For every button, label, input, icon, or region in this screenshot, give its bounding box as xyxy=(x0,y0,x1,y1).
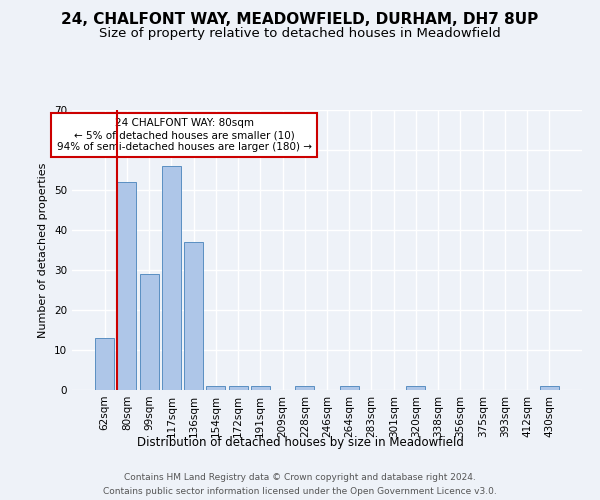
Text: Contains HM Land Registry data © Crown copyright and database right 2024.: Contains HM Land Registry data © Crown c… xyxy=(124,473,476,482)
Bar xyxy=(206,386,225,390)
Bar xyxy=(118,182,136,390)
Bar xyxy=(406,386,425,390)
Bar xyxy=(95,338,114,390)
Bar xyxy=(540,386,559,390)
Text: Size of property relative to detached houses in Meadowfield: Size of property relative to detached ho… xyxy=(99,28,501,40)
Bar xyxy=(162,166,181,390)
Text: 24 CHALFONT WAY: 80sqm
← 5% of detached houses are smaller (10)
94% of semi-deta: 24 CHALFONT WAY: 80sqm ← 5% of detached … xyxy=(56,118,312,152)
Bar xyxy=(295,386,314,390)
Text: 24, CHALFONT WAY, MEADOWFIELD, DURHAM, DH7 8UP: 24, CHALFONT WAY, MEADOWFIELD, DURHAM, D… xyxy=(61,12,539,28)
Text: Distribution of detached houses by size in Meadowfield: Distribution of detached houses by size … xyxy=(137,436,463,449)
Bar xyxy=(251,386,270,390)
Bar xyxy=(340,386,359,390)
Bar xyxy=(229,386,248,390)
Y-axis label: Number of detached properties: Number of detached properties xyxy=(38,162,49,338)
Text: Contains public sector information licensed under the Open Government Licence v3: Contains public sector information licen… xyxy=(103,486,497,496)
Bar xyxy=(140,274,158,390)
Bar xyxy=(184,242,203,390)
